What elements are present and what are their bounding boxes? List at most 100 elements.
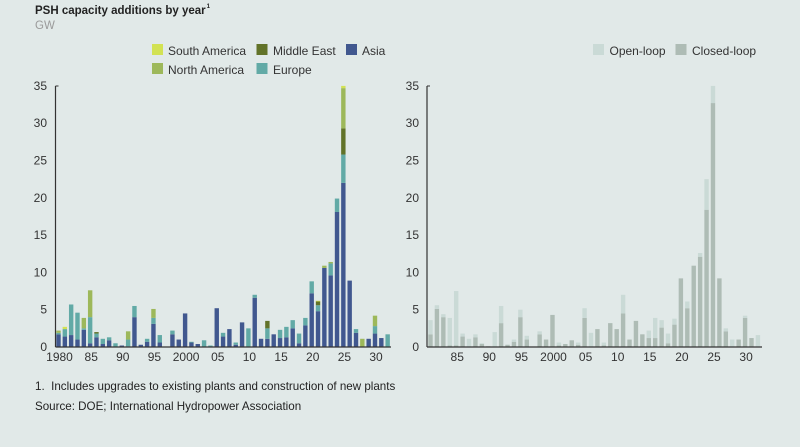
bar-asia [353,332,359,347]
bars [56,85,390,347]
y-tick-label: 35 [34,79,48,93]
x-tick-label: 1980 [46,350,73,364]
y-tick-label: 5 [40,303,47,317]
bar-open-loop [723,328,729,332]
bar-open-loop [697,253,703,257]
bar-europe [328,263,333,276]
bar-closed-loop [556,345,562,347]
legend-swatch-closed-loop [675,44,687,55]
bar-europe [334,198,340,212]
x-tick-label: 90 [116,350,130,364]
legend-label-north-america: North America [168,63,244,77]
bar-closed-loop [511,341,517,347]
bar-europe [132,305,137,318]
chart-title-text: PSH capacity additions by year [35,5,206,17]
bar-europe [284,326,289,338]
bar-asia [322,267,327,347]
bar-europe [157,335,162,343]
bar-open-loop [498,305,504,324]
bar-europe [170,330,175,335]
y-tick-label: 35 [406,79,420,93]
bar-asia [119,345,124,347]
bar-open-loop [730,339,735,347]
bar-asia [227,329,232,347]
bar-closed-loop [749,338,754,347]
bar-asia [106,340,112,347]
bar-europe [125,339,131,347]
bar-middle-east [265,320,270,329]
x-tick-label: 95 [515,350,529,364]
bar-closed-loop [479,344,485,347]
bar-closed-loop [697,256,703,347]
bar-asia [258,338,264,347]
bar-open-loop [524,335,529,340]
bar-open-loop [685,301,690,309]
bar-asia [303,325,308,347]
footnote-marker: 1 [206,4,210,10]
x-tick-label: 85 [451,350,465,364]
bar-asia [56,334,61,347]
bar-open-loop [653,317,658,339]
bar-closed-loop [646,338,651,347]
x-tick-label: 2000 [540,350,567,364]
y-tick-label: 0 [412,340,419,354]
bar-closed-loop [717,278,722,347]
bar-closed-loop [473,337,478,347]
bar-closed-loop [678,278,684,347]
bar-europe [315,305,321,312]
legend-label-europe: Europe [273,63,312,77]
bar-europe [68,304,74,336]
bar-asia [157,342,162,347]
bar-north-america [87,290,93,318]
bar-middle-east [94,332,99,334]
y-tick-label: 20 [406,191,420,205]
bar-open-loop [704,179,709,210]
legend-item-closed-loop: Closed-loop [675,44,756,58]
bar-closed-loop [608,323,613,347]
bar-asia [296,343,302,347]
x-tick-label: 10 [611,350,625,364]
bar-asia [81,329,87,347]
bar-europe [372,326,378,334]
x-tick-label: 15 [643,350,657,364]
bar-open-loop [537,331,542,335]
x-tick-label: 25 [338,350,352,364]
y-tick-label: 5 [412,303,419,317]
bar-europe [87,317,93,344]
bar-closed-loop [653,338,658,347]
footnote: 1. Includes upgrades to existing plants … [35,380,396,393]
x-tick-label: 2000 [173,350,200,364]
x-tick-label: 10 [243,350,257,364]
bar-closed-loop [704,209,709,347]
bar-open-loop [511,339,517,342]
bar-north-america [81,317,87,329]
bar-europe [208,345,213,347]
bar-asia [379,338,384,347]
x-tick-label: 85 [85,350,99,364]
legend-item-south-america: South America [152,44,246,58]
bar-middle-east [315,301,321,306]
bar-closed-loop [601,345,607,347]
bar-asia [132,317,137,347]
y-tick-label: 10 [406,265,420,279]
bar-europe [56,332,61,335]
x-tick-label: 05 [211,350,225,364]
legend-item-middle-east: Middle East [256,44,336,58]
bar-europe [220,332,226,337]
bar-north-america [151,308,156,318]
bar-open-loop [434,305,440,309]
bar-asia [176,339,181,347]
y-tick-label: 30 [406,116,420,130]
bar-europe [201,340,207,347]
bar-closed-loop [453,345,459,347]
bar-closed-loop [736,339,741,347]
bar-closed-loop [441,317,446,347]
y-tick-label: 15 [406,228,420,242]
bar-north-america [56,330,61,333]
bar-open-loop [453,291,459,346]
bar-asia [189,342,194,347]
x-tick-label: 30 [739,350,753,364]
legend-swatch-asia [346,44,357,55]
